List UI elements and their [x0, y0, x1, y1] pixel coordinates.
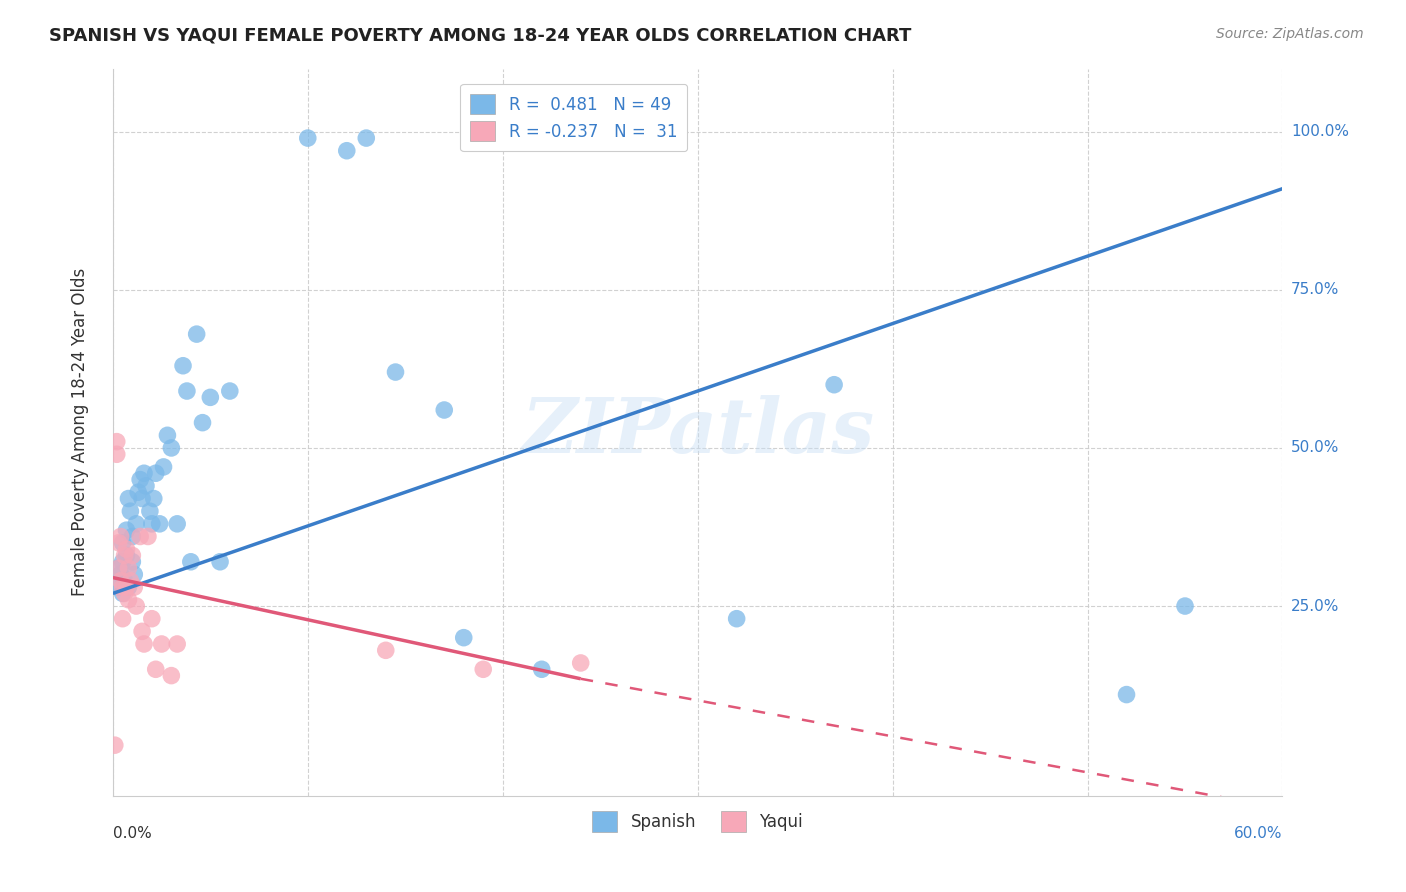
Point: [209, 555, 232, 569]
Point: [135, 479, 157, 493]
Text: Source: ZipAtlas.com: Source: ZipAtlas.com: [1216, 27, 1364, 41]
Point: [105, 434, 128, 449]
Text: 60.0%: 60.0%: [1234, 826, 1282, 841]
Point: [141, 612, 163, 626]
Point: [132, 467, 155, 481]
Point: [110, 529, 132, 543]
Point: [356, 131, 378, 145]
Point: [336, 144, 359, 158]
Point: [114, 549, 136, 563]
Point: [129, 529, 152, 543]
Point: [111, 536, 134, 550]
Point: [115, 580, 138, 594]
Point: [105, 447, 128, 461]
Point: [725, 612, 748, 626]
Text: 0.0%: 0.0%: [112, 826, 152, 841]
Point: [145, 467, 167, 481]
Point: [120, 574, 142, 588]
Point: [142, 491, 165, 506]
Point: [125, 599, 148, 613]
Point: [111, 555, 134, 569]
Point: [115, 549, 138, 563]
Point: [186, 327, 208, 342]
Point: [472, 662, 495, 676]
Text: 75.0%: 75.0%: [1291, 283, 1339, 297]
Point: [117, 561, 139, 575]
Point: [124, 580, 146, 594]
Point: [150, 637, 173, 651]
Point: [127, 485, 149, 500]
Text: ZIPatlas: ZIPatlas: [522, 395, 875, 469]
Point: [160, 668, 183, 682]
Text: 25.0%: 25.0%: [1291, 599, 1339, 614]
Point: [149, 516, 172, 531]
Point: [115, 542, 138, 557]
Point: [125, 516, 148, 531]
Point: [152, 459, 174, 474]
Point: [107, 561, 129, 575]
Text: SPANISH VS YAQUI FEMALE POVERTY AMONG 18-24 YEAR OLDS CORRELATION CHART: SPANISH VS YAQUI FEMALE POVERTY AMONG 18…: [49, 27, 911, 45]
Point: [121, 555, 143, 569]
Point: [172, 359, 194, 373]
Point: [121, 549, 143, 563]
Point: [160, 441, 183, 455]
Point: [132, 637, 155, 651]
Point: [117, 592, 139, 607]
Point: [117, 580, 139, 594]
Point: [107, 561, 129, 575]
Point: [180, 555, 202, 569]
Point: [120, 504, 142, 518]
Point: [110, 574, 132, 588]
Point: [200, 390, 222, 404]
Point: [1174, 599, 1197, 613]
Point: [176, 384, 198, 398]
Y-axis label: Female Poverty Among 18-24 Year Olds: Female Poverty Among 18-24 Year Olds: [72, 268, 89, 596]
Point: [433, 403, 456, 417]
Point: [823, 377, 845, 392]
Point: [114, 574, 136, 588]
Point: [107, 580, 129, 594]
Point: [136, 529, 159, 543]
Text: 50.0%: 50.0%: [1291, 441, 1339, 456]
Point: [141, 516, 163, 531]
Point: [115, 523, 138, 537]
Point: [166, 516, 188, 531]
Point: [166, 637, 188, 651]
Point: [297, 131, 319, 145]
Point: [104, 738, 127, 752]
Point: [131, 624, 153, 639]
Point: [131, 491, 153, 506]
Point: [110, 567, 132, 582]
Point: [111, 580, 134, 594]
Point: [218, 384, 240, 398]
Point: [117, 491, 139, 506]
Point: [121, 529, 143, 543]
Point: [139, 504, 162, 518]
Point: [1115, 688, 1137, 702]
Point: [191, 416, 214, 430]
Point: [111, 586, 134, 600]
Point: [156, 428, 179, 442]
Point: [107, 536, 129, 550]
Point: [453, 631, 475, 645]
Point: [145, 662, 167, 676]
Point: [384, 365, 406, 379]
Point: [530, 662, 553, 676]
Point: [124, 567, 146, 582]
Point: [569, 656, 592, 670]
Point: [114, 586, 136, 600]
Point: [374, 643, 396, 657]
Legend: Spanish, Yaqui: Spanish, Yaqui: [586, 805, 810, 838]
Text: 100.0%: 100.0%: [1291, 124, 1348, 139]
Point: [129, 473, 152, 487]
Point: [111, 612, 134, 626]
